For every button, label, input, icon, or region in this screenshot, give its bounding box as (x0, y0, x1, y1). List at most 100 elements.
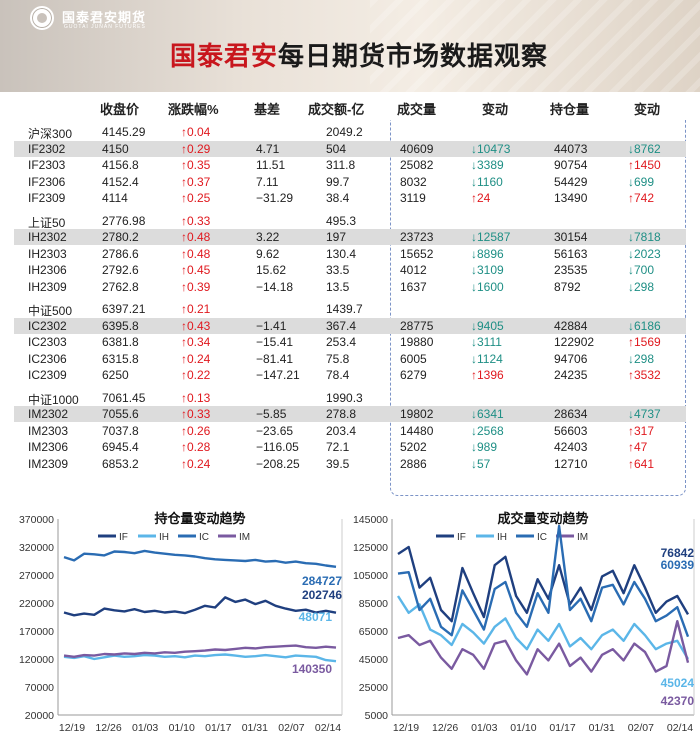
cell-close: 4156.8 (102, 158, 139, 172)
cell-change-pct: ↑0.39 (181, 279, 211, 294)
y-tick-label: 120000 (19, 654, 54, 666)
title-brand: 国泰君安 (170, 41, 279, 71)
cell-basis: −147.21 (256, 368, 300, 382)
x-tick-label: 01/03 (471, 722, 497, 734)
table-row: IM2306 6945.4 ↑0.28 −116.05 72.1 5202 ↓989 4240… (14, 439, 686, 455)
cell-oi-change: ↓2023 (628, 246, 661, 261)
y-tick-label: 5000 (365, 710, 389, 722)
cell-volume-change: ↓3111 (471, 335, 502, 349)
y-tick-label: 320000 (19, 542, 54, 554)
cell-name: IF2306 (28, 174, 66, 189)
x-tick-label: 02/14 (315, 722, 341, 734)
series-line-if (397, 545, 690, 623)
end-value-label-ih: 45024 (661, 676, 695, 690)
cell-oi-change: ↓699 (628, 174, 655, 189)
cell-close: 6250 (102, 368, 129, 382)
table-row: IC2302 6395.8 ↑0.43 −1.41 367.4 28775 ↓9405 428… (14, 317, 686, 334)
cell-basis: −5.85 (256, 407, 287, 421)
header-amount: 成交额-亿 (308, 102, 365, 117)
cell-change-pct: ↑0.43 (181, 318, 211, 333)
table-row: IF2302 4150 ↑0.29 4.71 504 40609 ↓10473 44073 ↓8… (14, 140, 686, 157)
header-change-pct: 涨跌幅% (168, 102, 219, 117)
cell-basis: −208.25 (256, 456, 300, 471)
cell-close: 6397.21 (102, 302, 146, 316)
series-line-im (397, 619, 690, 676)
cell-open-interest: 56603 (554, 423, 588, 438)
x-tick-label: 01/17 (205, 722, 231, 734)
cell-basis: −116.05 (256, 440, 299, 454)
volume-chart-svg: 成交量变动趋势 IF IH IC IM 5000 25000 45000 65000 85000 1… (353, 511, 695, 734)
cell-name: 中证500 (28, 304, 73, 318)
y-tick-label: 270000 (19, 570, 54, 582)
legend-label-im: IM (239, 532, 250, 543)
cell-amount: 253.4 (326, 335, 357, 349)
end-value-label-ic: 60939 (661, 558, 695, 572)
cell-open-interest: 42884 (554, 318, 588, 333)
table-row: IF2306 4152.4 ↑0.37 7.11 99.7 8032 ↓1160 54429 ↓… (14, 174, 686, 190)
end-value-label-im: 42370 (661, 694, 695, 708)
cell-open-interest: 94706 (554, 351, 588, 366)
cell-volume: 15652 (400, 246, 434, 261)
cell-volume-change: ↓2568 (471, 423, 504, 438)
cell-volume: 40609 (400, 141, 434, 156)
y-tick-label: 170000 (19, 626, 54, 638)
x-tick-label: 12/19 (393, 722, 419, 734)
cell-open-interest: 122902 (554, 335, 595, 349)
cell-volume-change: ↑1396 (471, 368, 504, 382)
header-volume-change: 变动 (482, 102, 509, 117)
logo-icon (30, 6, 54, 30)
cell-close: 7037.8 (102, 423, 139, 438)
cell-close: 4150 (102, 141, 129, 156)
x-tick-label: 02/14 (667, 722, 693, 734)
series-line-ic (397, 524, 690, 638)
cell-name: IC2303 (28, 335, 67, 349)
cell-name: IM2309 (28, 456, 69, 471)
legend-label-ih: IH (497, 532, 507, 543)
cell-close: 2792.6 (102, 263, 139, 277)
x-tick-label: 01/31 (242, 722, 268, 734)
cell-volume: 28775 (400, 318, 434, 333)
title-text: 每日期货市场数据观察 (278, 41, 549, 71)
header-basis: 基差 (254, 102, 281, 117)
y-tick-label: 145000 (353, 514, 388, 526)
header-volume: 成交量 (397, 102, 437, 117)
cell-volume: 8032 (400, 174, 427, 189)
cell-open-interest: 28634 (554, 407, 588, 421)
table-row: IM2303 7037.8 ↑0.26 −23.65 203.4 14480 ↓2568 56… (14, 423, 686, 439)
legend-label-if: IF (457, 532, 466, 543)
cell-amount: 1439.7 (326, 302, 363, 316)
cell-amount: 504 (326, 141, 347, 156)
cell-oi-change: ↑641 (628, 456, 655, 471)
cell-basis: 9.62 (256, 246, 280, 261)
open-interest-chart: 持仓量变动趋势 IF IH IC IM 20000 70000 120000 170000 220… (0, 505, 350, 743)
cell-open-interest: 8792 (554, 279, 581, 294)
cell-amount: 38.4 (326, 191, 350, 205)
cell-oi-change: ↓6186 (628, 318, 661, 333)
y-tick-label: 220000 (19, 598, 54, 610)
cell-open-interest: 30154 (554, 230, 588, 244)
cell-change-pct: ↑0.26 (181, 423, 211, 438)
cell-name: IM2306 (28, 440, 69, 454)
cell-oi-change: ↑47 (628, 440, 648, 454)
cell-change-pct: ↑0.29 (181, 141, 211, 156)
end-value-label-if: 202746 (302, 588, 342, 602)
table-row: 中证1000 7061.45 ↑0.13 1990.3 (14, 390, 686, 407)
y-tick-label: 25000 (359, 682, 388, 694)
y-tick-label: 45000 (359, 654, 388, 666)
cell-volume-change: ↑24 (471, 191, 491, 205)
header-oi-change: 变动 (634, 102, 661, 117)
legend-label-ih: IH (159, 532, 169, 543)
cell-close: 7061.45 (102, 390, 146, 405)
cell-close: 6381.8 (102, 335, 139, 349)
cell-volume: 19880 (400, 335, 434, 349)
header-close: 收盘价 (100, 102, 140, 117)
cell-volume-change: ↓9405 (471, 318, 504, 333)
cell-volume: 3119 (400, 191, 426, 205)
table-row: IC2309 6250 ↑0.22 −147.21 78.4 6279 ↑1396 24235… (14, 367, 686, 383)
end-value-label-if: 76842 (661, 546, 695, 560)
cell-close: 2776.98 (102, 213, 146, 228)
cell-change-pct: ↑0.22 (181, 368, 211, 382)
logo-subtitle: GUOTAI JUNAN FUTURES (64, 24, 146, 30)
cell-open-interest: 44073 (554, 141, 588, 156)
legend-label-ic: IC (537, 532, 547, 543)
